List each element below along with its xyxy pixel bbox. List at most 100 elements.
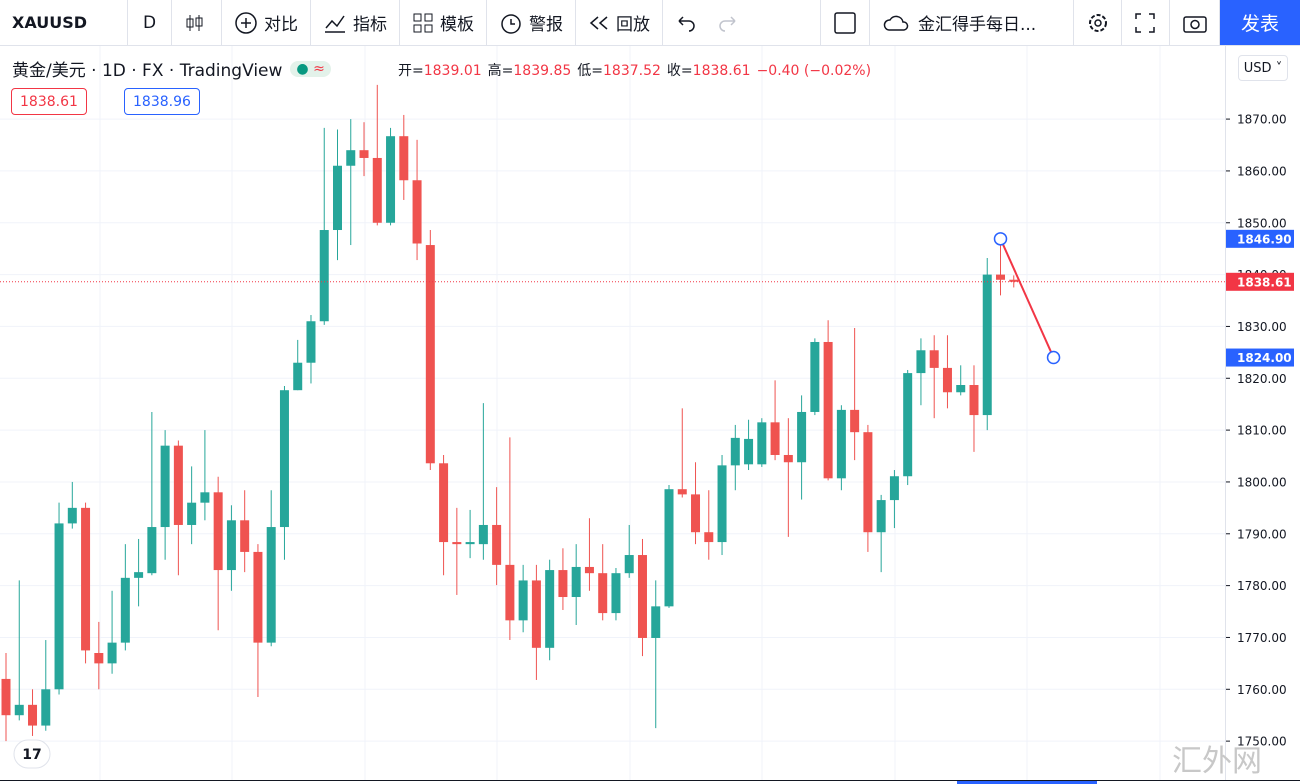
ohlc-value: 1839.01: [423, 63, 482, 79]
candle-body: [412, 180, 422, 244]
icon: [501, 13, 521, 34]
candle-body: [956, 385, 966, 393]
chart-style[interactable]: [172, 0, 222, 45]
candle-body: [478, 524, 488, 545]
candle-body: [200, 492, 210, 503]
candle-body: [942, 367, 952, 393]
candle-body: [240, 520, 250, 552]
price-tag-label: 1846.90: [1237, 232, 1292, 246]
fullscreen[interactable]: [1122, 0, 1170, 45]
candle-body: [744, 438, 754, 465]
undo-redo[interactable]: [663, 0, 783, 45]
icon: [834, 11, 856, 34]
candle-body: [730, 437, 740, 466]
candle-body: [173, 445, 183, 525]
candle-body: [266, 527, 276, 643]
y-tick-label: 1820.00: [1237, 372, 1287, 386]
candle-body: [863, 432, 873, 533]
y-tick-label: 1750.00: [1237, 735, 1287, 749]
candle-body: [982, 274, 992, 416]
candle-body: [850, 409, 860, 433]
price-tag: [1226, 229, 1294, 248]
watermark: 汇外网: [1172, 744, 1262, 779]
currency[interactable]: USD ˅: [1238, 55, 1288, 81]
select[interactable]: [820, 0, 870, 45]
candle-body: [889, 476, 899, 501]
logo-mark: 𝟭𝟳: [22, 747, 41, 763]
candle-body: [319, 230, 329, 322]
plot: [0, 46, 1226, 780]
candle-body: [187, 502, 197, 525]
symbol[interactable]: XAUUSD: [0, 0, 128, 45]
compare[interactable]: 对比: [222, 0, 311, 45]
y-tick-label: 1810.00: [1237, 424, 1287, 438]
layout[interactable]: 金汇得手每日...: [870, 0, 1074, 45]
replay[interactable]: 回放: [576, 0, 663, 45]
scrollbar[interactable]: [957, 781, 1097, 784]
candle-body: [293, 362, 303, 391]
ohlc-label: 低=: [577, 63, 604, 79]
candle-body: [1009, 279, 1019, 282]
y-tick-label: 1770.00: [1237, 631, 1287, 645]
icon: [1183, 15, 1207, 33]
candle-body: [969, 385, 979, 416]
settings[interactable]: [1074, 0, 1122, 45]
anchor-point: [1046, 350, 1061, 365]
price-tag: [1226, 348, 1294, 367]
indicators[interactable]: 指标: [311, 0, 400, 45]
candle-body: [41, 689, 51, 726]
candle-body: [757, 422, 767, 465]
ohlc: 开=1839.01 高=1839.85 低=1837.52 收=1838.61 −0.4…: [398, 60, 877, 80]
candle-body: [598, 573, 608, 614]
candle-body: [333, 165, 342, 231]
candle-body: [226, 520, 236, 571]
candle-body: [903, 373, 913, 477]
candle-body: [492, 524, 502, 565]
candle-body: [81, 507, 91, 651]
candle-body: [677, 489, 687, 495]
toolbar: XAUUSD D 对比 指标 模板 警报 回放 金汇得手每日... 发表: [0, 0, 1300, 46]
candle-body: [996, 274, 1005, 280]
candle-body: [717, 465, 727, 543]
candle-body: [836, 409, 846, 479]
icon: [1089, 13, 1107, 32]
ohlc-label: 开=: [398, 63, 424, 79]
icon: [235, 11, 257, 34]
candle-body: [531, 580, 541, 648]
label: 警报: [529, 15, 563, 35]
interval[interactable]: D: [128, 0, 172, 45]
publish-button[interactable]: 发表: [1220, 0, 1300, 45]
logo: [13, 739, 51, 769]
bid[interactable]: 1838.61: [11, 88, 87, 115]
candle-body: [253, 551, 263, 643]
y-tick-label: 1830.00: [1237, 320, 1287, 334]
label: USD: [1243, 60, 1272, 76]
candle-body: [465, 542, 475, 545]
candle-body: [624, 555, 634, 574]
candle-body: [810, 341, 820, 412]
snapshot[interactable]: [1170, 0, 1220, 45]
label: 回放: [616, 15, 650, 35]
candle-body: [651, 606, 661, 638]
icon: [1135, 12, 1155, 33]
ohlc-label: 高=: [487, 63, 514, 79]
ask[interactable]: 1838.96: [124, 88, 200, 115]
alert[interactable]: 警报: [487, 0, 576, 45]
candle-body: [584, 566, 594, 574]
templates[interactable]: 模板: [400, 0, 487, 45]
icon: [325, 15, 345, 33]
anchor-point: [993, 232, 1008, 246]
candle-body: [120, 577, 130, 643]
candle-body: [545, 570, 555, 648]
candle-body: [664, 489, 674, 607]
label: 模板: [440, 15, 474, 35]
label: 指标: [353, 15, 387, 35]
candle-body: [372, 157, 382, 223]
candle-body: [346, 150, 356, 166]
candle-body: [28, 704, 38, 726]
label: 金汇得手每日...: [918, 15, 1037, 35]
description: 黄金/美元 · 1D · FX · TradingView: [12, 61, 283, 81]
icon: [413, 13, 433, 32]
